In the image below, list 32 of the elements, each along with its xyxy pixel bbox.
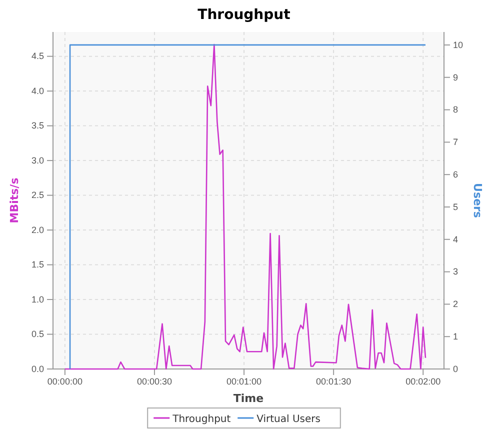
x-tick-label: 00:02:00: [406, 376, 441, 386]
chart-title: Throughput: [198, 7, 291, 23]
y-tick-label: 1.0: [31, 294, 44, 304]
y-tick-label: 0.0: [31, 364, 44, 374]
y2-axis-title: Users: [471, 183, 484, 218]
y-tick-label: 4.5: [31, 51, 44, 62]
x-axis-title: Time: [233, 392, 264, 405]
x-tick-label: 00:01:30: [316, 376, 352, 386]
y-axis-title: MBits/s: [8, 177, 21, 224]
y2-tick-label: 6: [453, 169, 458, 180]
y2-tick-label: 8: [453, 104, 458, 115]
legend-label: Throughput: [172, 414, 231, 425]
y-tick-label: 0.5: [31, 329, 44, 340]
y2-tick-label: 1: [453, 331, 458, 342]
y2-tick-label: 2: [453, 299, 458, 310]
y2-tick-label: 0: [453, 364, 458, 374]
y-tick-label: 3.5: [31, 120, 44, 131]
y2-tick-label: 3: [453, 266, 458, 277]
legend-label: Virtual Users: [256, 414, 320, 425]
y2-tick-label: 5: [453, 202, 458, 212]
y2-tick-label: 4: [453, 234, 458, 244]
y-tick-label: 3.0: [31, 155, 44, 166]
x-tick-label: 00:00:30: [136, 376, 172, 386]
y-tick-label: 4.0: [31, 86, 44, 96]
y-tick-label: 2.0: [31, 224, 44, 235]
y2-tick-label: 7: [453, 137, 458, 148]
y2-tick-label: 10: [453, 40, 464, 50]
x-tick-label: 00:00:00: [47, 376, 82, 386]
y-tick-label: 1.5: [31, 260, 44, 270]
y-tick-label: 2.5: [31, 190, 44, 200]
x-tick-label: 00:01:00: [226, 376, 262, 386]
y2-tick-label: 9: [453, 72, 458, 82]
